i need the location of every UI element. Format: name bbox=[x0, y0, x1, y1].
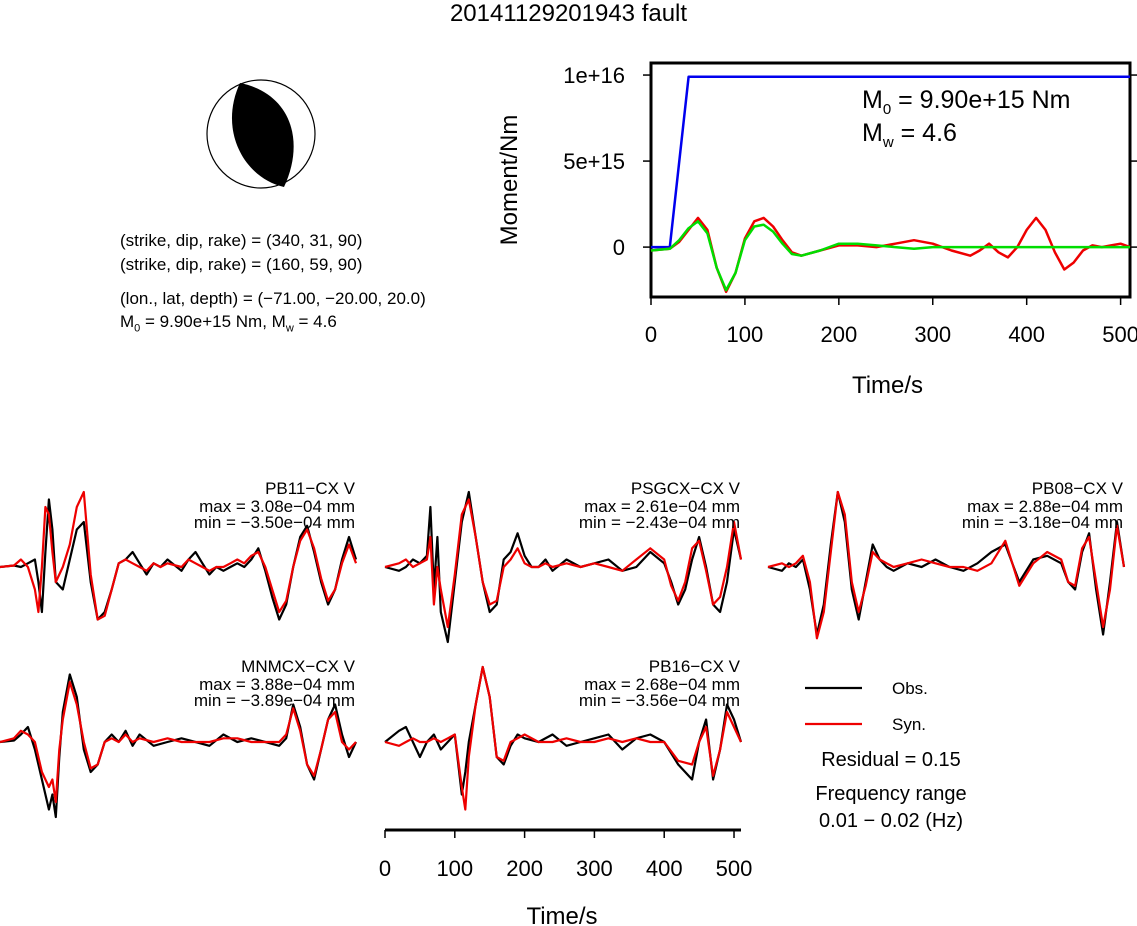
station-max: max = 3.08e−04 mm bbox=[199, 497, 355, 516]
frequency-range-value: 0.01 − 0.02 (Hz) bbox=[819, 810, 963, 832]
frequency-range-title: Frequency range bbox=[815, 783, 967, 805]
y-tick-label: 0 bbox=[613, 235, 625, 260]
m0-annotation: M0 = 9.90e+15 Nm bbox=[862, 86, 1071, 118]
station-name: PSGCX−CX V bbox=[631, 479, 741, 498]
synthetic-trace bbox=[384, 665, 742, 811]
x-tick-label: 0 bbox=[645, 322, 657, 347]
x-tick-label: 400 bbox=[1008, 322, 1045, 347]
station-max: max = 2.61e−04 mm bbox=[584, 497, 740, 516]
time-tick-label: 300 bbox=[576, 856, 613, 881]
moment-series-2 bbox=[650, 220, 1130, 292]
time-tick-label: 200 bbox=[506, 856, 543, 881]
time-axis-label: Time/s bbox=[526, 903, 597, 926]
event-location: (lon., lat, depth) = (−71.00, −20.00, 20… bbox=[120, 289, 426, 308]
compressional-quadrant bbox=[231, 83, 294, 187]
station-name: PB08−CX V bbox=[1032, 479, 1124, 498]
station-max: max = 2.68e−04 mm bbox=[584, 675, 740, 694]
x-tick-label: 500 bbox=[1102, 322, 1137, 347]
moment-plot-frame bbox=[649, 61, 1132, 299]
station-min: min = −3.89e−04 mm bbox=[194, 691, 355, 710]
station-min: min = −2.43e−04 mm bbox=[579, 513, 740, 532]
y-tick-label: 1e+16 bbox=[563, 63, 625, 88]
synthetic-trace bbox=[384, 498, 743, 629]
moment-series-0 bbox=[651, 75, 1130, 249]
station-max: max = 3.88e−04 mm bbox=[199, 675, 355, 694]
station-name: PB16−CX V bbox=[649, 657, 741, 676]
nodal-plane-2: (strike, dip, rake) = (160, 59, 90) bbox=[120, 255, 363, 274]
legend-syn-label: Syn. bbox=[892, 715, 927, 734]
station-min: min = −3.56e−04 mm bbox=[579, 691, 740, 710]
x-tick-label: 300 bbox=[914, 322, 951, 347]
time-tick-label: 0 bbox=[379, 856, 391, 881]
figure-title: 20141129201943 fault bbox=[449, 0, 688, 27]
y-tick-label: 5e+15 bbox=[563, 149, 625, 174]
station-name: MNMCX−CX V bbox=[241, 657, 355, 676]
time-tick-label: 100 bbox=[436, 856, 473, 881]
nodal-plane-1: (strike, dip, rake) = (340, 31, 90) bbox=[120, 231, 363, 250]
synthetic-trace bbox=[0, 680, 357, 804]
moment-magnitude-line: M0 = 9.90e+15 Nm, Mw = 4.6 bbox=[120, 312, 337, 335]
station-min: min = −3.50e−04 mm bbox=[194, 513, 355, 532]
legend-obs-label: Obs. bbox=[892, 679, 928, 698]
y-axis-label: Moment/Nm bbox=[496, 115, 523, 246]
station-min: min = −3.18e−04 mm bbox=[962, 513, 1123, 532]
x-tick-label: 200 bbox=[820, 322, 857, 347]
x-axis-label: Time/s bbox=[852, 372, 923, 399]
mw-annotation: Mw = 4.6 bbox=[862, 119, 957, 151]
time-tick-label: 500 bbox=[716, 856, 753, 881]
station-name: PB11−CX V bbox=[265, 479, 356, 498]
synthetic-trace bbox=[767, 490, 1126, 640]
station-max: max = 2.88e−04 mm bbox=[967, 497, 1123, 516]
residual-text: Residual = 0.15 bbox=[821, 749, 961, 771]
x-tick-label: 100 bbox=[727, 322, 764, 347]
synthetic-trace bbox=[0, 490, 358, 621]
time-tick-label: 400 bbox=[646, 856, 683, 881]
